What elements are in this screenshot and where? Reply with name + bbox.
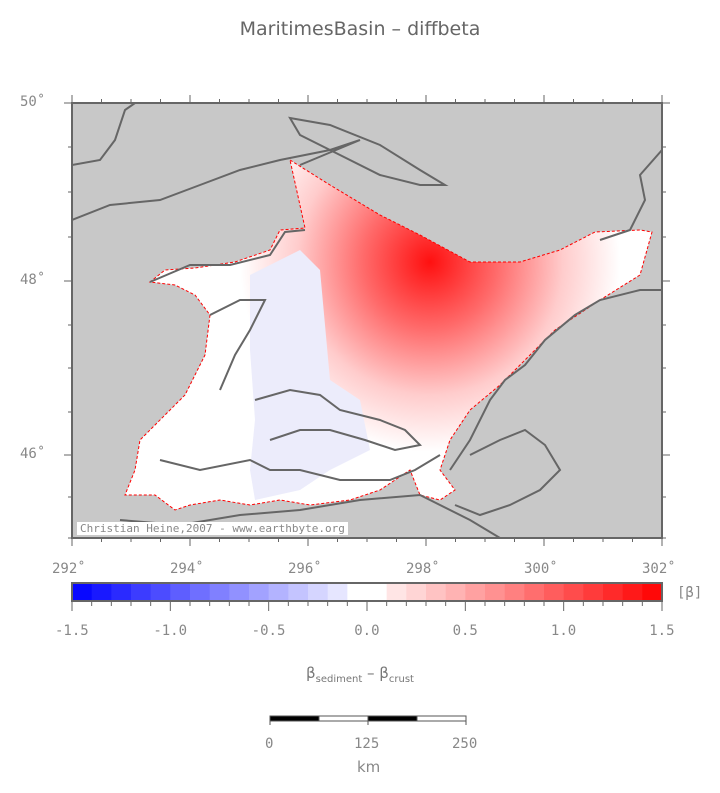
colorbar-bin: [170, 583, 191, 601]
coastlines: [72, 103, 662, 538]
credit-text: Christian Heine,2007 - www.earthbyte.org: [77, 522, 348, 535]
scale-unit: km: [357, 758, 381, 776]
lat-label-46: 46˚: [20, 446, 46, 462]
colorbar-title: βsediment – βcrust: [0, 664, 720, 685]
colorbar: [72, 583, 663, 601]
lon-label-302: 302˚: [642, 561, 676, 577]
lon-label-292: 292˚: [52, 561, 86, 577]
colorbar-bin: [603, 583, 624, 601]
colorbar-bin: [465, 583, 486, 601]
map-area: [72, 103, 662, 538]
colorbar-tick-label: -1.0: [153, 623, 188, 639]
colorbar-unit: [β]: [677, 585, 703, 601]
colorbar-tick-label: 1.0: [550, 623, 577, 639]
scale-label-250: 250: [452, 736, 478, 752]
colorbar-bin: [642, 583, 663, 601]
minus: –: [362, 664, 380, 682]
beta-symbol: β: [306, 664, 316, 682]
colorbar-bin: [72, 583, 93, 601]
colorbar-bin: [406, 583, 427, 601]
colorbar-ticks: [71, 601, 663, 611]
colorbar-bin: [544, 583, 565, 601]
colorbar-bin: [563, 583, 584, 601]
colorbar-tick-label: 0.5: [452, 623, 478, 639]
colorbar-tick-label: 0.0: [354, 623, 380, 639]
sub-sediment: sediment: [315, 674, 363, 685]
colorbar-bin: [367, 583, 388, 601]
colorbar-bin: [327, 583, 348, 601]
lon-label-294: 294˚: [170, 561, 204, 577]
colorbar-bin: [485, 583, 506, 601]
colorbar-bin: [524, 583, 545, 601]
map-ticks: [64, 95, 670, 546]
colorbar-tick-label: -0.5: [251, 623, 286, 639]
map-title: MaritimesBasin – diffbeta: [239, 18, 481, 40]
colorbar-bin: [268, 583, 289, 601]
scale-label-125: 125: [354, 736, 380, 752]
colorbar-bin: [150, 583, 171, 601]
colorbar-bin: [131, 583, 152, 601]
colorbar-bin: [426, 583, 447, 601]
colorbar-bin: [386, 583, 407, 601]
colorbar-bin: [209, 583, 230, 601]
lon-label-296: 296˚: [288, 561, 322, 577]
colorbar-bin: [583, 583, 604, 601]
beta-symbol-2: β: [379, 664, 389, 682]
colorbar-bin: [111, 583, 132, 601]
scale-bar: [269, 715, 467, 725]
colorbar-bin: [229, 583, 250, 601]
colorbar-bin: [249, 583, 270, 601]
scale-label-0: 0: [265, 736, 274, 752]
sub-crust: crust: [388, 674, 414, 685]
colorbar-bin: [504, 583, 525, 601]
colorbar-tick-label: -1.5: [55, 623, 89, 639]
lon-label-298: 298˚: [406, 561, 440, 577]
colorbar-bin: [445, 583, 466, 601]
lat-label-50: 50˚: [20, 94, 46, 110]
lat-label-48: 48˚: [20, 272, 46, 288]
colorbar-tick-label: 1.5: [649, 623, 675, 639]
colorbar-bin: [347, 583, 368, 601]
lon-label-300: 300˚: [524, 561, 558, 577]
colorbar-bin: [308, 583, 329, 601]
colorbar-bin: [91, 583, 112, 601]
colorbar-bin: [190, 583, 211, 601]
colorbar-bin: [288, 583, 309, 601]
colorbar-bin: [622, 583, 643, 601]
